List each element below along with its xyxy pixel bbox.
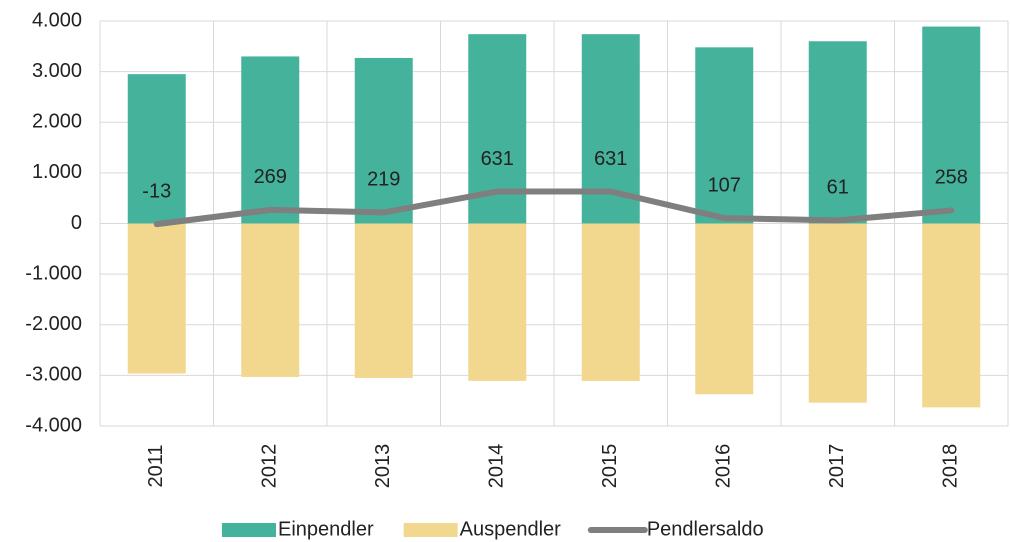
- bar: [241, 223, 300, 377]
- y-tick-label: 0: [71, 212, 82, 234]
- bar: [127, 223, 186, 374]
- bar: [468, 223, 527, 381]
- y-tick-label: 4.000: [32, 9, 82, 31]
- x-tick-label: 2016: [713, 444, 735, 489]
- bar: [922, 223, 981, 408]
- bar: [354, 223, 413, 378]
- y-tick-label: -4.000: [25, 414, 82, 436]
- bar: [354, 57, 413, 224]
- y-tick-label: -2.000: [25, 313, 82, 335]
- y-tick-label: 3.000: [32, 60, 82, 82]
- data-label: 219: [367, 169, 400, 191]
- legend-label: Auspendler: [460, 518, 562, 540]
- x-tick-label: 2017: [826, 444, 848, 489]
- bar: [695, 47, 754, 224]
- data-label: 61: [827, 177, 849, 199]
- data-label: 269: [254, 166, 287, 188]
- data-label: 631: [481, 148, 514, 170]
- bar: [808, 223, 867, 403]
- x-tick-label: 2011: [145, 444, 167, 487]
- x-tick-label: 2014: [486, 444, 508, 489]
- x-tick-label: 2012: [259, 444, 281, 489]
- y-tick-label: 2.000: [32, 111, 82, 133]
- x-tick-label: 2018: [940, 444, 962, 489]
- bar: [922, 26, 981, 224]
- legend-swatch: [222, 523, 276, 537]
- legend-label: Einpendler: [278, 518, 374, 540]
- legend-swatch: [403, 523, 458, 537]
- bar: [581, 223, 640, 381]
- data-label: 631: [594, 148, 627, 170]
- data-label: 107: [708, 174, 741, 196]
- y-tick-label: 1.000: [32, 161, 82, 183]
- x-tick-label: 2015: [599, 444, 621, 489]
- legend-label: Pendlersaldo: [647, 518, 764, 540]
- line: [153, 188, 955, 228]
- bar: [127, 74, 186, 224]
- y-tick-label: -3.000: [25, 364, 82, 386]
- bar: [695, 223, 754, 395]
- bar: [241, 56, 300, 224]
- x-tick-label: 2013: [372, 444, 394, 489]
- y-tick-label: -1.000: [25, 262, 82, 284]
- bar: [808, 41, 867, 224]
- data-label: -13: [142, 180, 171, 202]
- data-label: 258: [935, 167, 968, 189]
